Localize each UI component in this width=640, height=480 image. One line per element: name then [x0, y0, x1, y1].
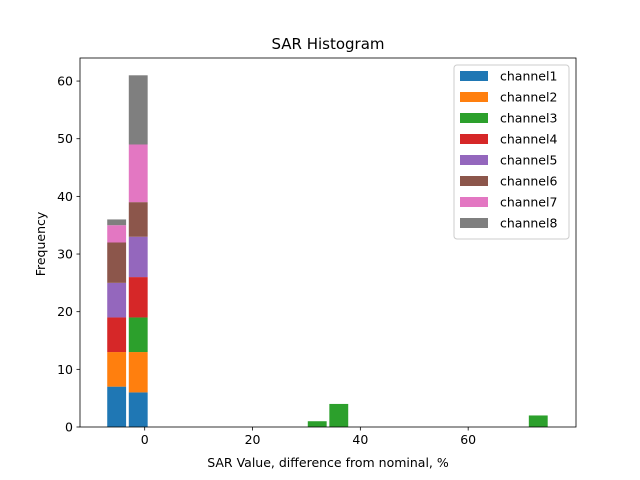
legend-frame: [453, 64, 570, 240]
bar-channel4-0: [107, 317, 127, 353]
legend-swatch-channel4: [460, 134, 488, 144]
y-tick-label: 50: [57, 131, 73, 146]
x-tick-label: 0: [141, 432, 149, 447]
bar-channel3-0: [128, 317, 148, 353]
legend-label-channel6: channel6: [500, 174, 557, 189]
bar-channel2-0: [107, 352, 127, 387]
legend-swatch-channel6: [460, 176, 488, 186]
bar-channel1-1: [128, 392, 148, 427]
legend-label-channel8: channel8: [500, 216, 557, 231]
legend-label-channel7: channel7: [500, 195, 557, 210]
y-tick-label: 60: [57, 74, 73, 89]
y-axis-label: Frequency: [33, 211, 48, 276]
x-tick-label: 20: [245, 432, 261, 447]
bar-channel8-0: [107, 219, 127, 226]
legend: channel1 channel2 channel3 channel4 channel5…: [453, 64, 570, 240]
legend-swatch-channel2: [460, 92, 488, 102]
bar-channel3-3: [528, 415, 548, 427]
bar-channel7-1: [128, 144, 148, 203]
axes-frame: [79, 57, 577, 428]
y-axis-ticks: 0 10 20 30 40 50 60: [57, 74, 80, 435]
bar-channel5-1: [128, 236, 148, 278]
legend-label-channel1: channel1: [500, 69, 557, 84]
chart-title: SAR Histogram: [271, 35, 384, 53]
legend-label-channel2: channel2: [500, 90, 557, 105]
bar-channel5-0: [107, 282, 127, 318]
bar-channel3-1: [307, 421, 327, 427]
bar-channel4-1: [128, 277, 148, 318]
bar-channel6-1: [128, 202, 148, 237]
bar-channel6-0: [107, 242, 127, 283]
x-axis-label: SAR Value, difference from nominal, %: [207, 455, 449, 470]
bar-channel1-0: [107, 386, 127, 427]
legend-swatch-channel7: [460, 197, 488, 207]
legend-swatch-channel8: [460, 218, 488, 228]
y-tick-label: 10: [57, 362, 73, 377]
y-tick-label: 40: [57, 189, 73, 204]
bar-channel2-1: [128, 352, 148, 393]
legend-label-channel3: channel3: [500, 111, 557, 126]
bar-channel8-1: [128, 75, 148, 145]
y-tick-label: 20: [57, 304, 73, 319]
bar-channel3-2: [329, 403, 349, 427]
x-tick-label: 40: [352, 432, 368, 447]
legend-swatch-channel1: [460, 71, 488, 81]
legend-swatch-channel5: [460, 155, 488, 165]
y-tick-label: 30: [57, 247, 73, 262]
x-tick-label: 60: [460, 432, 476, 447]
y-tick-label: 0: [65, 420, 73, 435]
x-axis-ticks: 0 20 40 60: [141, 427, 476, 447]
legend-label-channel4: channel4: [500, 132, 557, 147]
legend-label-channel5: channel5: [500, 153, 557, 168]
bar-channel7-0: [107, 225, 127, 243]
legend-swatch-channel3: [460, 113, 488, 123]
plot-area: [79, 57, 577, 428]
